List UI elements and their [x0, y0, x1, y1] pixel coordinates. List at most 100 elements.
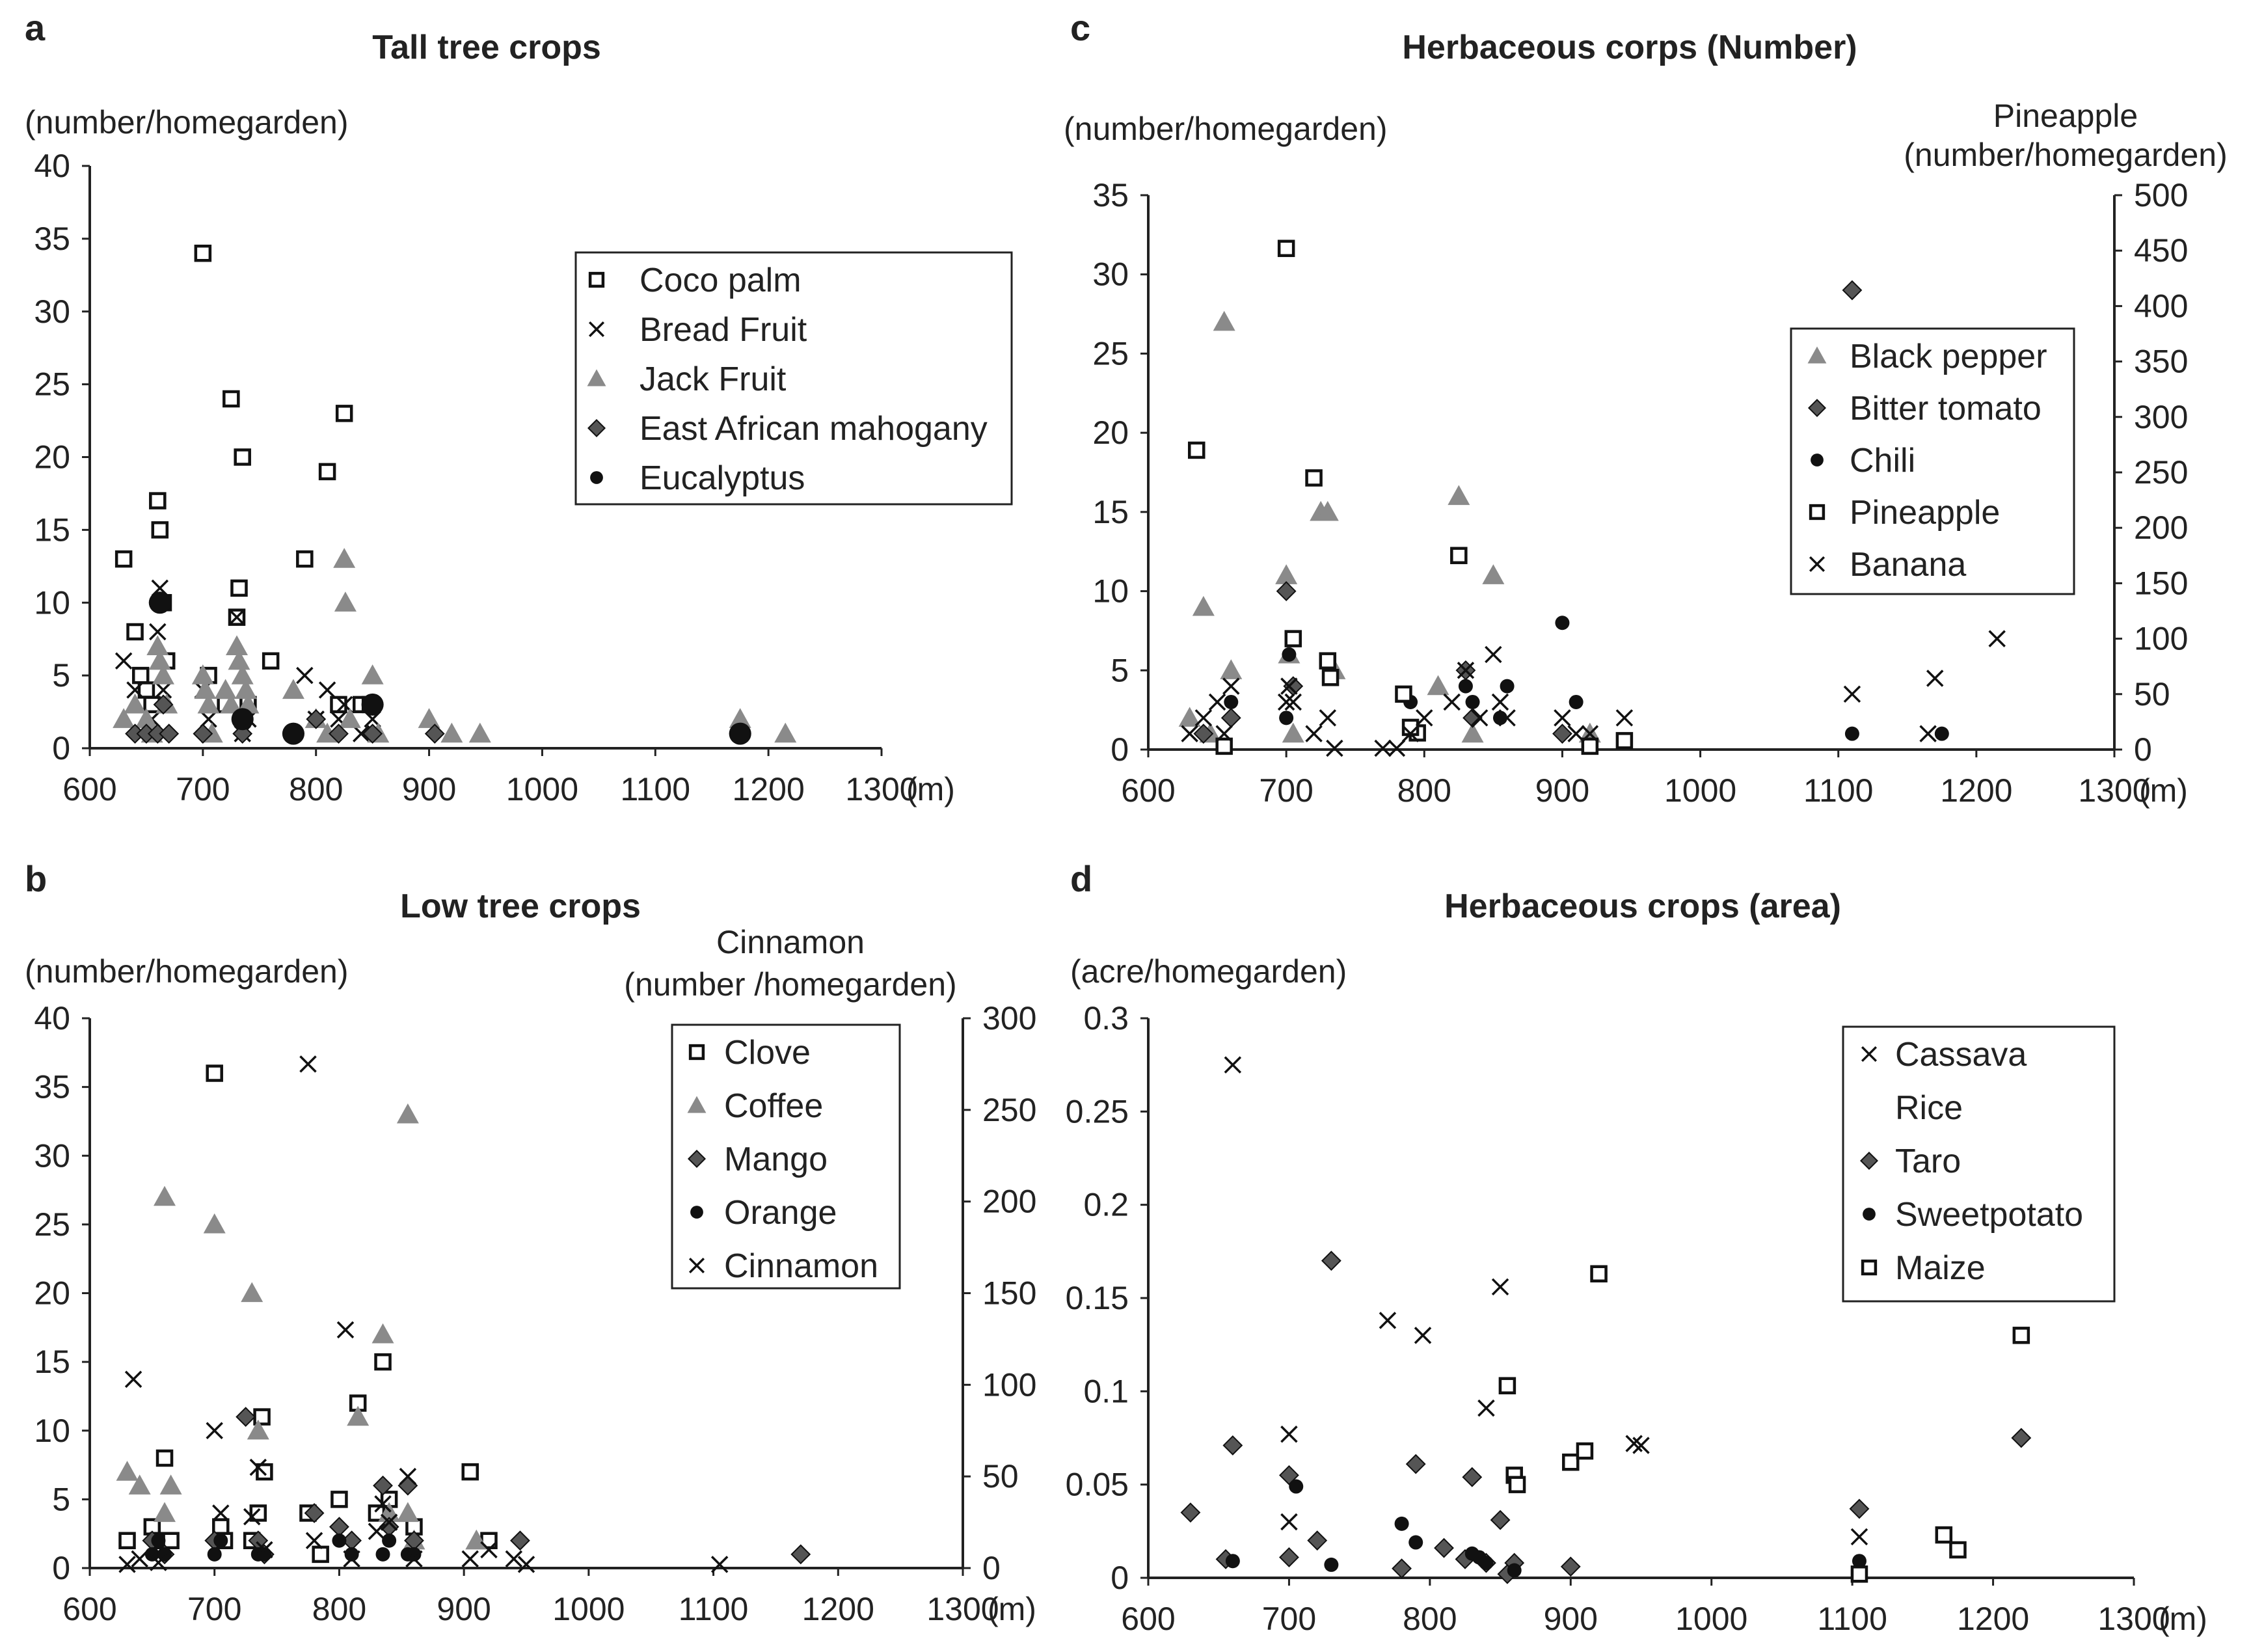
point-b-cinnamon: [131, 1550, 148, 1568]
point-b-cinnamon: [461, 1550, 479, 1568]
point-c-banana: [1919, 725, 1937, 742]
point-b-cinnamon: [505, 1550, 523, 1568]
point-c-banana: [1926, 670, 1944, 687]
y-tick-label-a: 30: [34, 293, 70, 330]
panel-title-a: Tall tree crops: [372, 29, 601, 66]
point-a-east-african-mahogany: [159, 724, 180, 744]
y2-tick-label-c: 450: [2134, 232, 2188, 269]
point-c-banana: [1208, 693, 1226, 711]
point-c-banana: [1457, 662, 1475, 679]
point-c-bitter-tomato: [1842, 280, 1863, 301]
y-axis-label-c: (number/homegarden): [1064, 111, 1388, 147]
legend-label-c: Bitter tomato: [1850, 390, 2042, 427]
legend-label-a: East African mahogany: [640, 410, 988, 448]
point-c-banana: [1222, 677, 1240, 695]
x-tick-label-d: 1200: [1957, 1601, 2029, 1637]
point-a-jack-fruit: [333, 548, 356, 568]
point-a-jack-fruit: [361, 664, 384, 684]
point-b-cinnamon: [517, 1556, 535, 1573]
point-a-bread-fruit: [296, 666, 314, 684]
point-c-black-pepper: [1220, 659, 1243, 679]
y-tick-label-c: 35: [1092, 177, 1129, 213]
y-tick-label-b: 25: [34, 1206, 70, 1243]
point-a-jack-fruit: [338, 708, 361, 728]
point-b-clove: [374, 1353, 392, 1371]
point-c-black-pepper: [1482, 564, 1505, 584]
legend-marker-c: [1809, 504, 1826, 521]
point-c-bitter-tomato: [1220, 707, 1241, 728]
point-c-banana: [1443, 693, 1461, 711]
y2-tick-label-b: 300: [982, 1000, 1036, 1036]
point-b-orange: [213, 1533, 228, 1548]
data-points-b: [116, 1055, 811, 1573]
point-a-jack-fruit: [440, 722, 463, 743]
y-tick-label-a: 40: [34, 148, 70, 184]
point-c-banana: [1498, 709, 1516, 727]
point-a-eucalyptus: [282, 722, 304, 745]
point-d-taro: [1490, 1510, 1511, 1530]
y2-tick-label-b: 50: [982, 1458, 1019, 1495]
point-b-cinnamon: [343, 1550, 360, 1568]
point-b-coffee: [371, 1323, 394, 1344]
point-c-banana: [1374, 739, 1392, 757]
point-a-coco-palm: [222, 390, 240, 408]
point-a-coco-palm: [230, 579, 248, 597]
point-c-banana: [1215, 725, 1233, 742]
point-a-coco-palm: [115, 550, 133, 568]
point-c-pineapple: [1615, 732, 1634, 750]
point-b-mango: [398, 1475, 418, 1496]
point-d-taro: [2011, 1428, 2032, 1448]
panel-letter-d: d: [1070, 858, 1092, 899]
point-a-coco-palm: [234, 448, 251, 466]
point-d-sweetpotato: [1225, 1554, 1240, 1569]
y2-axis-unit-b: (number /homegarden): [624, 966, 956, 1003]
data-points-d: [1180, 1056, 2032, 1584]
point-a-jack-fruit: [146, 635, 169, 655]
point-d-cassava: [1280, 1513, 1298, 1531]
legend-marker-d: [1861, 1259, 1878, 1276]
point-d-sweetpotato: [1507, 1563, 1522, 1578]
point-c-pineapple: [1319, 652, 1337, 670]
y2-tick-label-c: 150: [2134, 565, 2188, 601]
y2-tick-label-b: 200: [982, 1184, 1036, 1220]
point-a-jack-fruit: [148, 649, 171, 670]
point-a-eucalyptus: [729, 722, 751, 745]
x-tick-label-a: 600: [62, 771, 116, 807]
data-points-c: [1178, 239, 2006, 757]
point-b-coffee: [116, 1461, 139, 1481]
x-tick-label-a: 1300: [845, 771, 917, 807]
point-b-mango: [236, 1407, 256, 1428]
point-c-banana: [1485, 645, 1502, 664]
point-d-sweetpotato: [1408, 1535, 1423, 1550]
point-b-mango: [373, 1475, 393, 1496]
point-b-mango: [790, 1544, 811, 1565]
point-c-banana: [1326, 739, 1343, 757]
y-tick-label-d: 0.3: [1083, 1000, 1129, 1036]
point-a-jack-fruit: [282, 679, 304, 699]
point-d-maize: [1590, 1265, 1608, 1282]
legend-marker-b: [690, 1206, 703, 1219]
point-a-jack-fruit: [226, 635, 249, 655]
y-tick-label-d: 0.05: [1066, 1467, 1129, 1503]
point-b-coffee: [203, 1213, 226, 1234]
point-c-banana: [1280, 677, 1298, 695]
legend-marker-a: [587, 418, 606, 438]
point-b-cinnamon: [374, 1495, 392, 1513]
point-d-maize: [1508, 1476, 1526, 1493]
point-d-sweetpotato: [1852, 1554, 1866, 1569]
point-c-chili: [1492, 711, 1507, 725]
x-tick-label-a: 1000: [506, 771, 578, 807]
point-b-cinnamon: [249, 1458, 267, 1476]
point-b-orange: [157, 1547, 172, 1562]
point-b-clove: [312, 1545, 329, 1564]
legend-box-a: [574, 251, 1013, 506]
point-c-chili: [1934, 726, 1949, 741]
point-c-banana: [1181, 725, 1198, 742]
y-tick-label-a: 35: [34, 221, 70, 257]
legend-label-d: Cassava: [1895, 1036, 2027, 1074]
point-d-maize: [1850, 1565, 1868, 1583]
point-c-black-pepper: [1448, 485, 1470, 506]
y2-tick-label-c: 300: [2134, 399, 2188, 435]
point-a-bread-fruit: [228, 608, 246, 626]
